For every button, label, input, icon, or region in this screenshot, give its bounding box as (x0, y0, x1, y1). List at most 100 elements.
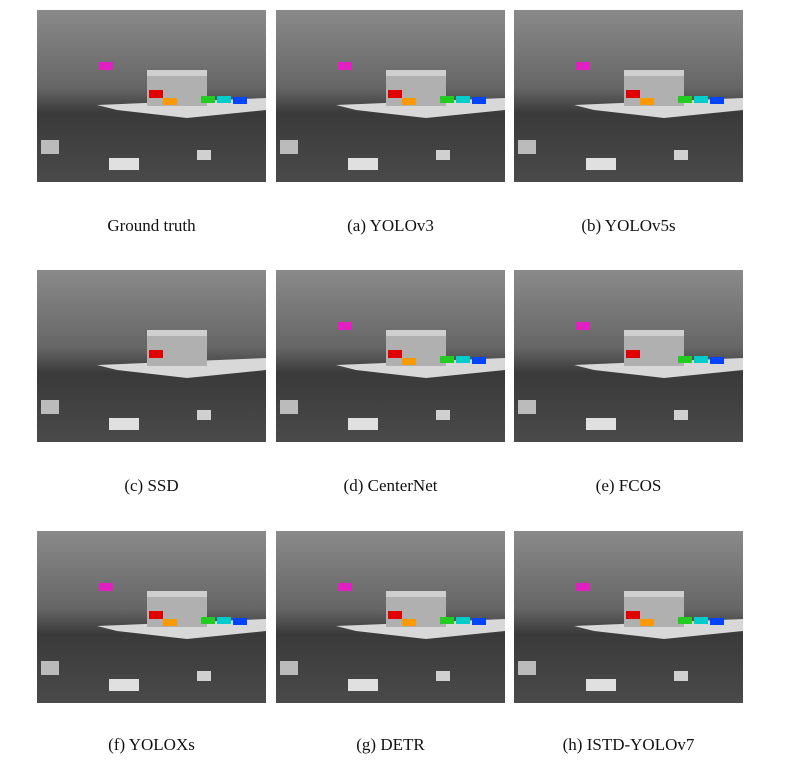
detection-box (217, 96, 231, 103)
detection-box (440, 356, 454, 363)
detection-box (640, 619, 654, 626)
detection-box (472, 357, 486, 364)
roof (624, 330, 684, 336)
detection-box (472, 618, 486, 625)
thermal-image (276, 270, 505, 442)
detection-box (678, 96, 692, 103)
detection-box (694, 617, 708, 624)
caption: (g) DETR (356, 735, 425, 754)
detection-box (201, 96, 215, 103)
detection-box (640, 98, 654, 105)
detection-box (402, 358, 416, 365)
detection-box (694, 356, 708, 363)
structure (109, 679, 139, 691)
roof (624, 591, 684, 597)
detection-box (338, 583, 352, 591)
detection-box (402, 98, 416, 105)
structure (41, 140, 59, 154)
detection-box (456, 617, 470, 624)
detection-box (201, 617, 215, 624)
building (147, 332, 207, 366)
structure (674, 150, 688, 160)
detection-box (710, 618, 724, 625)
thermal-image (37, 10, 266, 182)
caption: (f) YOLOXs (108, 735, 195, 754)
caption: (e) FCOS (595, 476, 662, 495)
detection-box (576, 583, 590, 591)
caption: (d) CenterNet (343, 476, 438, 495)
roof (386, 330, 446, 336)
thermal-image (514, 531, 743, 703)
road (97, 358, 266, 378)
detection-box (626, 611, 640, 619)
structure (280, 661, 298, 675)
structure (436, 150, 450, 160)
structure (197, 150, 211, 160)
structure (348, 679, 378, 691)
detection-box (163, 98, 177, 105)
detection-box (678, 617, 692, 624)
detection-box (402, 619, 416, 626)
caption: (a) YOLOv3 (347, 216, 434, 235)
structure (109, 158, 139, 170)
thermal-image (37, 531, 266, 703)
detection-box (149, 350, 163, 358)
detection-box (163, 619, 177, 626)
roof (386, 70, 446, 76)
thermal-image (276, 10, 505, 182)
thermal-image (514, 10, 743, 182)
detection-box (678, 356, 692, 363)
detection-box (388, 611, 402, 619)
detection-box (626, 350, 640, 358)
caption: Ground truth (107, 216, 196, 235)
detection-box (388, 350, 402, 358)
detection-box (710, 97, 724, 104)
structure (674, 410, 688, 420)
structure (280, 400, 298, 414)
detection-box (626, 90, 640, 98)
structure (518, 661, 536, 675)
structure (197, 410, 211, 420)
detection-box (233, 97, 247, 104)
roof (386, 591, 446, 597)
building (624, 332, 684, 366)
structure (518, 400, 536, 414)
detection-box (710, 357, 724, 364)
structure (41, 661, 59, 675)
detection-box (440, 96, 454, 103)
roof (147, 330, 207, 336)
detection-box (456, 356, 470, 363)
roof (624, 70, 684, 76)
detection-box (99, 583, 113, 591)
structure (436, 410, 450, 420)
detection-box (217, 617, 231, 624)
structure (197, 671, 211, 681)
thermal-image (514, 270, 743, 442)
roof (147, 591, 207, 597)
structure (518, 140, 536, 154)
structure (436, 671, 450, 681)
structure (348, 158, 378, 170)
detection-box (440, 617, 454, 624)
detection-box (456, 96, 470, 103)
detection-box (388, 90, 402, 98)
detection-box (149, 90, 163, 98)
structure (348, 418, 378, 430)
detection-box (233, 618, 247, 625)
caption: (h) ISTD-YOLOv7 (562, 735, 695, 754)
detection-box (338, 322, 352, 330)
structure (586, 158, 616, 170)
structure (41, 400, 59, 414)
caption: (c) SSD (124, 476, 179, 495)
structure (109, 418, 139, 430)
detection-box (694, 96, 708, 103)
caption: (b) YOLOv5s (581, 216, 676, 235)
thermal-image (276, 531, 505, 703)
structure (586, 679, 616, 691)
structure (280, 140, 298, 154)
detection-box (472, 97, 486, 104)
roof (147, 70, 207, 76)
structure (586, 418, 616, 430)
structure (674, 671, 688, 681)
